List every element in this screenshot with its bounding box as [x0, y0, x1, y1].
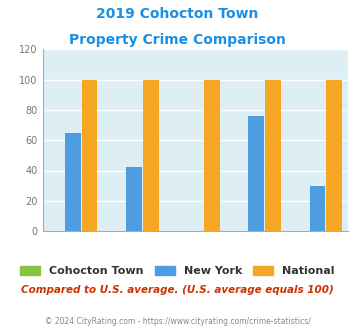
- Text: Compared to U.S. average. (U.S. average equals 100): Compared to U.S. average. (U.S. average …: [21, 285, 334, 295]
- Bar: [326, 80, 342, 231]
- Bar: [310, 185, 325, 231]
- Text: © 2024 CityRating.com - https://www.cityrating.com/crime-statistics/: © 2024 CityRating.com - https://www.city…: [45, 317, 310, 326]
- Bar: [82, 80, 97, 231]
- Bar: [265, 80, 280, 231]
- Bar: [248, 116, 264, 231]
- Bar: [204, 80, 219, 231]
- Text: Property Crime Comparison: Property Crime Comparison: [69, 33, 286, 47]
- Bar: [143, 80, 158, 231]
- Text: 2019 Cohocton Town: 2019 Cohocton Town: [96, 7, 259, 20]
- Legend: Cohocton Town, New York, National: Cohocton Town, New York, National: [16, 261, 339, 280]
- Bar: [126, 167, 142, 231]
- Bar: [65, 133, 81, 231]
